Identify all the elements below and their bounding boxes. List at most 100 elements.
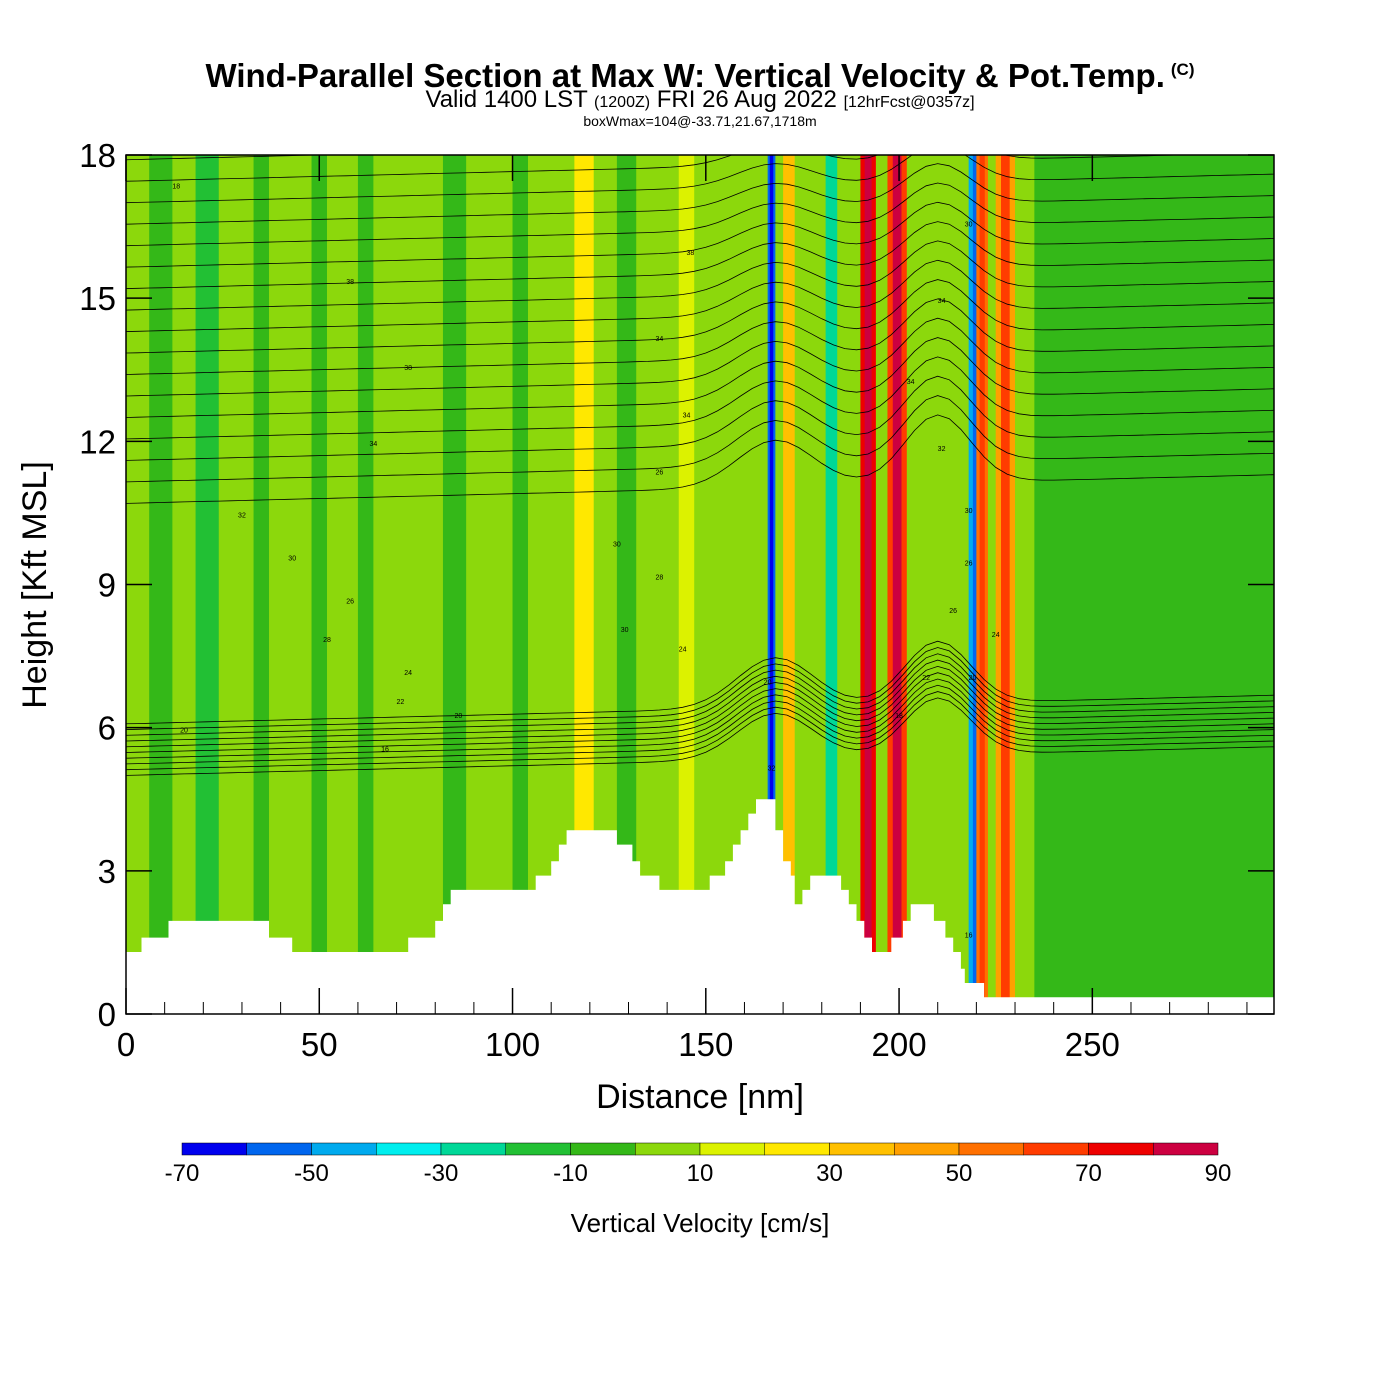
theta-contour	[126, 337, 1274, 418]
title-block: Wind-Parallel Section at Max W: Vertical…	[0, 52, 1400, 130]
contour-label: 26	[656, 470, 664, 477]
velocity-core	[769, 155, 774, 1014]
theta-contour	[126, 647, 1274, 730]
contour-label: 20	[180, 727, 188, 734]
colorbar-tick-label: 90	[1205, 1160, 1232, 1187]
velocity-core	[892, 155, 902, 1014]
contour-label: 26	[346, 599, 354, 606]
x-tick-label: 0	[117, 1026, 135, 1063]
contour-label: 26	[949, 608, 957, 615]
colorbar-swatch	[764, 1142, 830, 1156]
theta-contour	[126, 155, 1193, 182]
theta-contour	[126, 414, 1274, 504]
velocity-column	[678, 155, 695, 1014]
y-axis-title: Height [Kft MSL]	[16, 461, 54, 709]
contour-label: 20	[455, 713, 463, 720]
theta-contour	[126, 640, 1274, 725]
contour-label: 24	[992, 632, 1000, 639]
x-axis-title: Distance [nm]	[596, 1078, 804, 1116]
axes-layer: 0 50 100 150 200 250 0 3 6 9 12 15 18	[79, 137, 1274, 1063]
velocity-column	[512, 155, 528, 1014]
velocity-core	[864, 155, 872, 1014]
theta-contour	[126, 665, 1274, 748]
colorbar: -70 -50 -30 -10 10 30 50 70 90	[165, 1142, 1232, 1187]
colorbar-swatch	[246, 1142, 312, 1156]
contour-label: 16	[965, 933, 973, 940]
y-tick-label: 3	[98, 853, 116, 890]
theta-contour	[126, 182, 1274, 247]
theta-contour	[126, 298, 1274, 375]
contour-label: 26	[965, 560, 973, 567]
velocity-column	[1034, 155, 1274, 1014]
y-tick-label: 15	[79, 280, 116, 317]
x-tick-label: 200	[872, 1026, 927, 1063]
theta-contour	[126, 691, 1274, 771]
contour-label: 28	[323, 637, 331, 644]
colorbar-title: Vertical Velocity [cm/s]	[571, 1208, 830, 1238]
contour-label: 34	[369, 441, 377, 448]
x-tick-label: 150	[678, 1026, 733, 1063]
theta-contour	[126, 375, 1274, 461]
colorbar-swatch	[829, 1142, 895, 1156]
colorbar-swatch	[699, 1142, 765, 1156]
theta-contour	[126, 259, 1274, 332]
colorbar-tick-label: 30	[816, 1160, 843, 1187]
theta-contour	[126, 86, 1274, 138]
contour-label: 30	[613, 541, 621, 548]
contour-label: 30	[965, 222, 973, 229]
contour-label-layer: 18 38 38 34 32 30 26 28 24 22 20 20 16 38 34 34 26 30 28 30…	[172, 183, 999, 939]
contour-label: 34	[683, 412, 691, 419]
contour-label: 32	[938, 446, 946, 453]
chart-box-info: boxWmax=104@-33.71,21.67,1718m	[583, 113, 817, 129]
colorbar-swatch	[440, 1142, 506, 1156]
velocity-column	[442, 155, 467, 1014]
colorbar-swatch	[1153, 1142, 1219, 1156]
y-tick-label: 6	[98, 710, 116, 747]
theta-contour	[126, 678, 1274, 759]
contour-label: 38	[686, 250, 694, 257]
contour-label: 32	[238, 513, 246, 520]
colorbar-tick-label: 70	[1075, 1160, 1102, 1187]
contour-label: 18	[895, 713, 903, 720]
y-tick-label: 0	[98, 996, 116, 1033]
theta-contour	[126, 697, 1274, 776]
contour-label: 38	[404, 365, 412, 372]
theta-contour-layer	[126, 86, 1274, 776]
theta-contour	[126, 240, 1274, 311]
velocity-column	[825, 155, 838, 1014]
colorbar-tick-label: -70	[165, 1160, 200, 1187]
contour-label: 20	[764, 680, 772, 687]
contour-label: 38	[346, 279, 354, 286]
chart-subtitle: Valid 1400 LST (1200Z) FRI 26 Aug 2022 […	[425, 86, 975, 113]
contour-label: 30	[965, 508, 973, 515]
velocity-column	[253, 155, 270, 1014]
velocity-column	[616, 155, 637, 1014]
x-tick-label: 50	[301, 1026, 338, 1063]
theta-contour	[126, 659, 1274, 742]
colorbar-swatch	[1088, 1142, 1154, 1156]
colorbar-swatch	[894, 1142, 960, 1156]
contour-label: 16	[381, 747, 389, 754]
x-tick-label: 250	[1065, 1026, 1120, 1063]
contour-label: 24	[404, 670, 412, 677]
colorbar-tick-label: -30	[424, 1160, 459, 1187]
colorbar-swatch	[505, 1142, 571, 1156]
terrain-layer	[126, 799, 1274, 1014]
y-tick-label: 12	[79, 423, 116, 460]
chart-title: Wind-Parallel Section at Max W: Vertical…	[205, 57, 1195, 94]
copyright-mark: (C)	[1170, 60, 1195, 79]
contour-label: 30	[288, 556, 296, 563]
theta-contour	[126, 672, 1274, 753]
theta-contour	[126, 221, 1274, 289]
colorbar-swatch	[635, 1142, 701, 1156]
velocity-core	[979, 155, 985, 1014]
theta-contour	[126, 317, 1274, 397]
colorbar-tick-label: -10	[553, 1160, 588, 1187]
theta-contour	[126, 201, 1274, 268]
contour-label: 34	[938, 298, 946, 305]
colorbar-swatch	[376, 1142, 442, 1156]
velocity-column	[195, 155, 219, 1014]
colorbar-tick-label: -50	[294, 1160, 329, 1187]
theta-contour	[126, 155, 1274, 204]
